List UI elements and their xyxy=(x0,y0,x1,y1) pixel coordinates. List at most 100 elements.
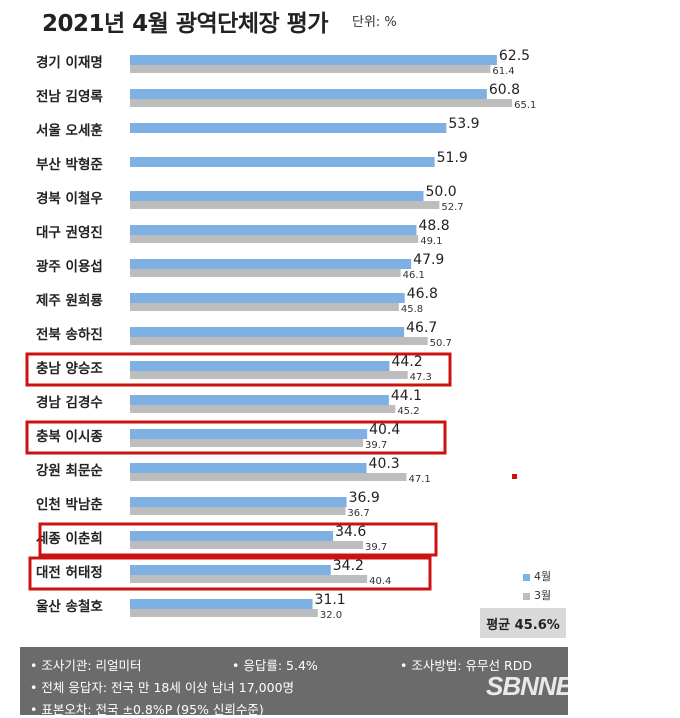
bar-apr xyxy=(130,191,424,201)
category-label: 세종 이춘희 xyxy=(36,530,103,547)
value-label-mar: 32.0 xyxy=(320,610,342,621)
highlight-box xyxy=(25,352,452,387)
bar-mar xyxy=(130,337,428,345)
value-label-apr: 62.5 xyxy=(499,48,530,64)
bar-apr xyxy=(130,599,313,609)
value-label-apr: 34.2 xyxy=(333,558,364,574)
bar-apr xyxy=(130,531,334,541)
value-label-mar: 47.1 xyxy=(408,474,430,485)
footer-agency: • 조사기관: 리얼미터 xyxy=(30,658,142,673)
legend-swatch-apr xyxy=(523,573,530,581)
bar-mar xyxy=(130,201,440,209)
bar-apr xyxy=(130,225,417,235)
value-label-apr: 40.3 xyxy=(369,456,400,472)
highlight-box xyxy=(25,420,447,455)
bar-mar xyxy=(130,303,399,311)
value-label-mar: 52.7 xyxy=(441,202,463,213)
footer-error: • 표본오차: 전국 ±0.8%P (95% 신뢰수준) xyxy=(30,702,264,717)
value-label-mar: 45.2 xyxy=(397,406,419,417)
bar-apr xyxy=(130,565,331,575)
value-label-mar: 46.1 xyxy=(403,270,425,281)
value-label-apr: 44.2 xyxy=(391,354,422,370)
category-label: 서울 오세훈 xyxy=(36,122,103,139)
bar-mar xyxy=(130,609,318,617)
value-label-apr: 36.9 xyxy=(349,490,380,506)
value-label-apr: 40.4 xyxy=(369,422,400,438)
value-label-mar: 47.3 xyxy=(410,372,432,383)
footer-method: • 조사방법: 유무선 RDD xyxy=(400,658,532,673)
value-label-apr: 31.1 xyxy=(315,592,346,608)
bar-mar xyxy=(130,439,364,447)
bar-apr xyxy=(130,89,487,99)
value-label-apr: 53.9 xyxy=(448,116,479,132)
bar-mar xyxy=(130,371,408,379)
value-label-apr: 47.9 xyxy=(413,252,444,268)
footer-respondents: • 전체 응답자: 전국 만 18세 이상 남녀 17,000명 xyxy=(30,680,295,695)
bar-apr xyxy=(130,157,435,167)
average-box: 평균 45.6% xyxy=(480,608,566,638)
value-label-mar: 45.8 xyxy=(401,304,423,315)
value-label-apr: 51.9 xyxy=(437,150,468,166)
value-label-apr: 34.6 xyxy=(335,524,366,540)
category-label: 강원 최문순 xyxy=(36,462,103,479)
bar-apr xyxy=(130,463,367,473)
bar-apr xyxy=(130,293,405,303)
value-label-mar: 40.4 xyxy=(369,576,391,587)
legend-label-apr: 4월 xyxy=(534,570,552,583)
value-label-apr: 46.7 xyxy=(406,320,437,336)
value-label-mar: 49.1 xyxy=(420,236,442,247)
bar-apr xyxy=(130,259,412,269)
category-label: 전남 김영록 xyxy=(36,88,103,105)
category-label: 제주 원희룡 xyxy=(36,293,103,309)
category-label: 광주 이용섭 xyxy=(36,258,103,275)
value-label-mar: 36.7 xyxy=(347,508,369,519)
value-label-apr: 46.8 xyxy=(407,286,438,302)
bar-mar xyxy=(130,269,401,277)
legend-item-mar: 3월 xyxy=(523,587,551,603)
bar-apr xyxy=(130,361,390,371)
value-label-apr: 50.0 xyxy=(426,184,457,200)
bar-chart: 경기 이재명 62.5 61.4 전남 김영록 60.8 65.1 서울 오세훈 53.9 부산… xyxy=(25,48,536,621)
bar-mar xyxy=(130,99,513,107)
category-label: 경남 김경수 xyxy=(36,394,103,411)
bar-apr xyxy=(130,55,497,65)
legend-label-mar: 3월 xyxy=(534,589,552,602)
value-label-mar: 65.1 xyxy=(514,100,536,111)
category-label: 전북 송하진 xyxy=(36,326,103,343)
category-label: 충남 양승조 xyxy=(36,360,103,377)
bar-mar xyxy=(130,235,419,243)
category-label: 충북 이시종 xyxy=(36,428,103,445)
bar-mar xyxy=(130,405,396,413)
bar-mar xyxy=(130,507,346,515)
footer-response-rate: • 응답률: 5.4% xyxy=(232,658,318,673)
red-dot-mark xyxy=(512,474,517,479)
value-label-mar: 39.7 xyxy=(365,440,387,451)
bar-apr xyxy=(130,327,405,337)
value-label-mar: 39.7 xyxy=(365,542,387,553)
bar-mar xyxy=(130,575,368,583)
category-label: 대구 권영진 xyxy=(36,224,103,241)
bar-mar xyxy=(130,473,407,481)
bar-mar xyxy=(130,65,491,73)
legend-item-apr: 4월 xyxy=(523,568,551,584)
category-label: 울산 송철호 xyxy=(36,598,103,615)
legend-swatch-mar xyxy=(523,592,530,600)
average-label: 평균 45.6% xyxy=(486,617,560,633)
bar-apr xyxy=(130,123,447,133)
category-label: 부산 박형준 xyxy=(36,156,103,173)
bar-apr xyxy=(130,497,347,507)
brand-watermark: SBNNEWS xyxy=(486,671,613,701)
survey-info-footer: • 조사기관: 리얼미터 • 응답률: 5.4% • 조사방법: 유무선 RDD… xyxy=(20,647,568,717)
category-label: 경기 이재명 xyxy=(36,54,103,71)
value-label-apr: 60.8 xyxy=(489,82,520,98)
chart-title: 2021년 4월 광역단체장 평가 xyxy=(42,11,328,37)
highlight-box xyxy=(38,522,438,557)
bar-apr xyxy=(130,429,368,439)
unit-label: 단위: % xyxy=(352,15,397,30)
value-label-mar: 61.4 xyxy=(492,66,514,77)
category-label: 경북 이철우 xyxy=(36,190,103,207)
bar-mar xyxy=(130,541,364,549)
category-label: 대전 허태정 xyxy=(36,564,103,581)
category-label: 인천 박남춘 xyxy=(36,496,103,513)
highlight-box xyxy=(28,556,432,591)
